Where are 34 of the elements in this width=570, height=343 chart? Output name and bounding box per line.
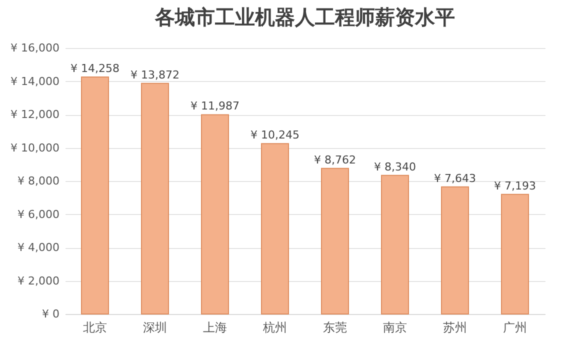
bar [141,82,169,314]
y-tick-label: ¥ 14,000 [10,74,60,88]
bar [321,168,349,314]
x-tick-label: 东莞 [323,320,347,334]
y-tick-label: ¥ 8,000 [18,174,60,188]
bar [201,114,229,314]
x-tick-label: 苏州 [443,320,467,334]
bar [441,186,469,314]
data-label: ¥ 8,762 [314,153,356,166]
data-label: ¥ 8,340 [374,160,416,174]
x-tick-label: 杭州 [262,320,287,334]
y-tick-label: ¥ 10,000 [10,141,60,154]
data-label: ¥ 10,245 [250,128,300,142]
y-tick-label: ¥ 4,000 [18,241,60,254]
y-tick-label: ¥ 2,000 [18,274,60,288]
y-tick-label: ¥ 0 [42,308,60,320]
y-tick-label: ¥ 12,000 [10,108,60,121]
x-tick-label: 上海 [203,320,227,334]
bar [381,174,409,314]
data-label: ¥ 7,193 [494,179,536,192]
data-label: ¥ 13,872 [130,68,180,82]
y-tick-label: ¥ 6,000 [18,208,60,221]
x-tick-label: 广州 [503,320,527,334]
data-label: ¥ 7,643 [434,172,476,185]
x-tick-label: 北京 [83,320,107,334]
bar [501,194,529,314]
bar [81,76,109,314]
data-label: ¥ 11,987 [190,100,240,113]
data-label: ¥ 14,258 [70,62,120,75]
bar [261,143,289,314]
y-tick-label: ¥ 16,000 [10,42,60,54]
x-tick-label: 南京 [383,320,407,334]
x-tick-label: 深圳 [143,320,167,334]
chart-title: 各城市工业机器人工程师薪资水平 [154,5,455,29]
